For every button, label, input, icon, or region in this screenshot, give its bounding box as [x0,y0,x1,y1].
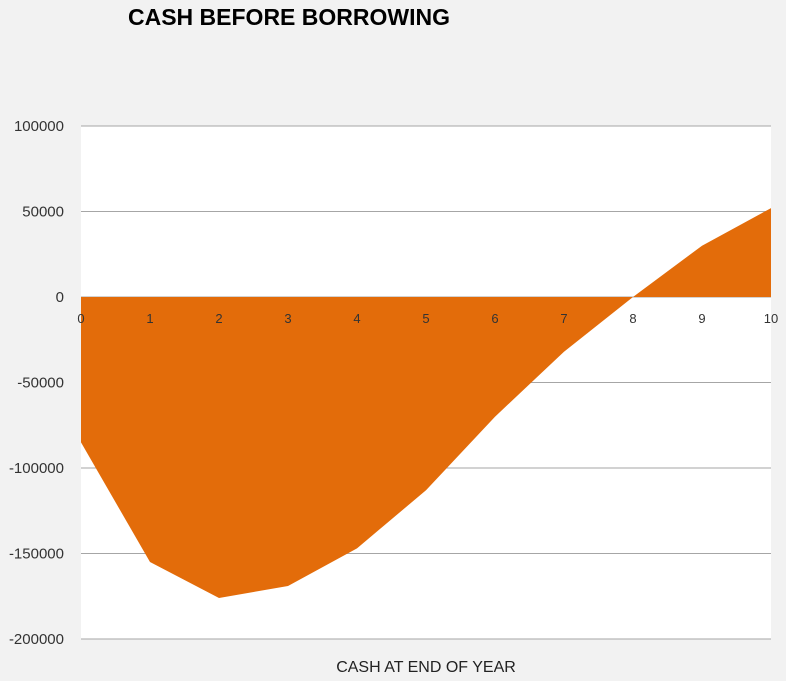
y-tick-label: -200000 [9,631,64,648]
x-tick-label: 6 [491,311,498,326]
x-tick-label: 8 [629,311,636,326]
y-tick-label: -100000 [9,460,64,477]
y-tick-label: -150000 [9,546,64,563]
x-tick-label: 9 [698,311,705,326]
x-tick-label: 7 [560,311,567,326]
x-tick-label: 3 [284,311,291,326]
x-tick-label: 5 [422,311,429,326]
area-series-cash [81,208,771,598]
x-tick-label: 1 [146,311,153,326]
y-tick-label: 0 [56,289,64,306]
x-axis-label: CASH AT END OF YEAR [336,659,516,676]
x-axis-ticks: 0 1 2 3 4 5 6 7 8 9 10 [77,311,778,326]
chart-title: CASH BEFORE BORROWING [128,4,450,30]
y-tick-label: 50000 [22,204,64,221]
y-tick-label: 100000 [14,118,64,135]
y-axis-ticks: 100000 50000 0 -50000 -100000 -150000 -200000 [9,118,64,648]
x-tick-label: 0 [77,311,84,326]
x-tick-label: 2 [215,311,222,326]
x-tick-label: 10 [764,311,778,326]
x-tick-label: 4 [353,311,360,326]
y-tick-label: -50000 [17,375,64,392]
